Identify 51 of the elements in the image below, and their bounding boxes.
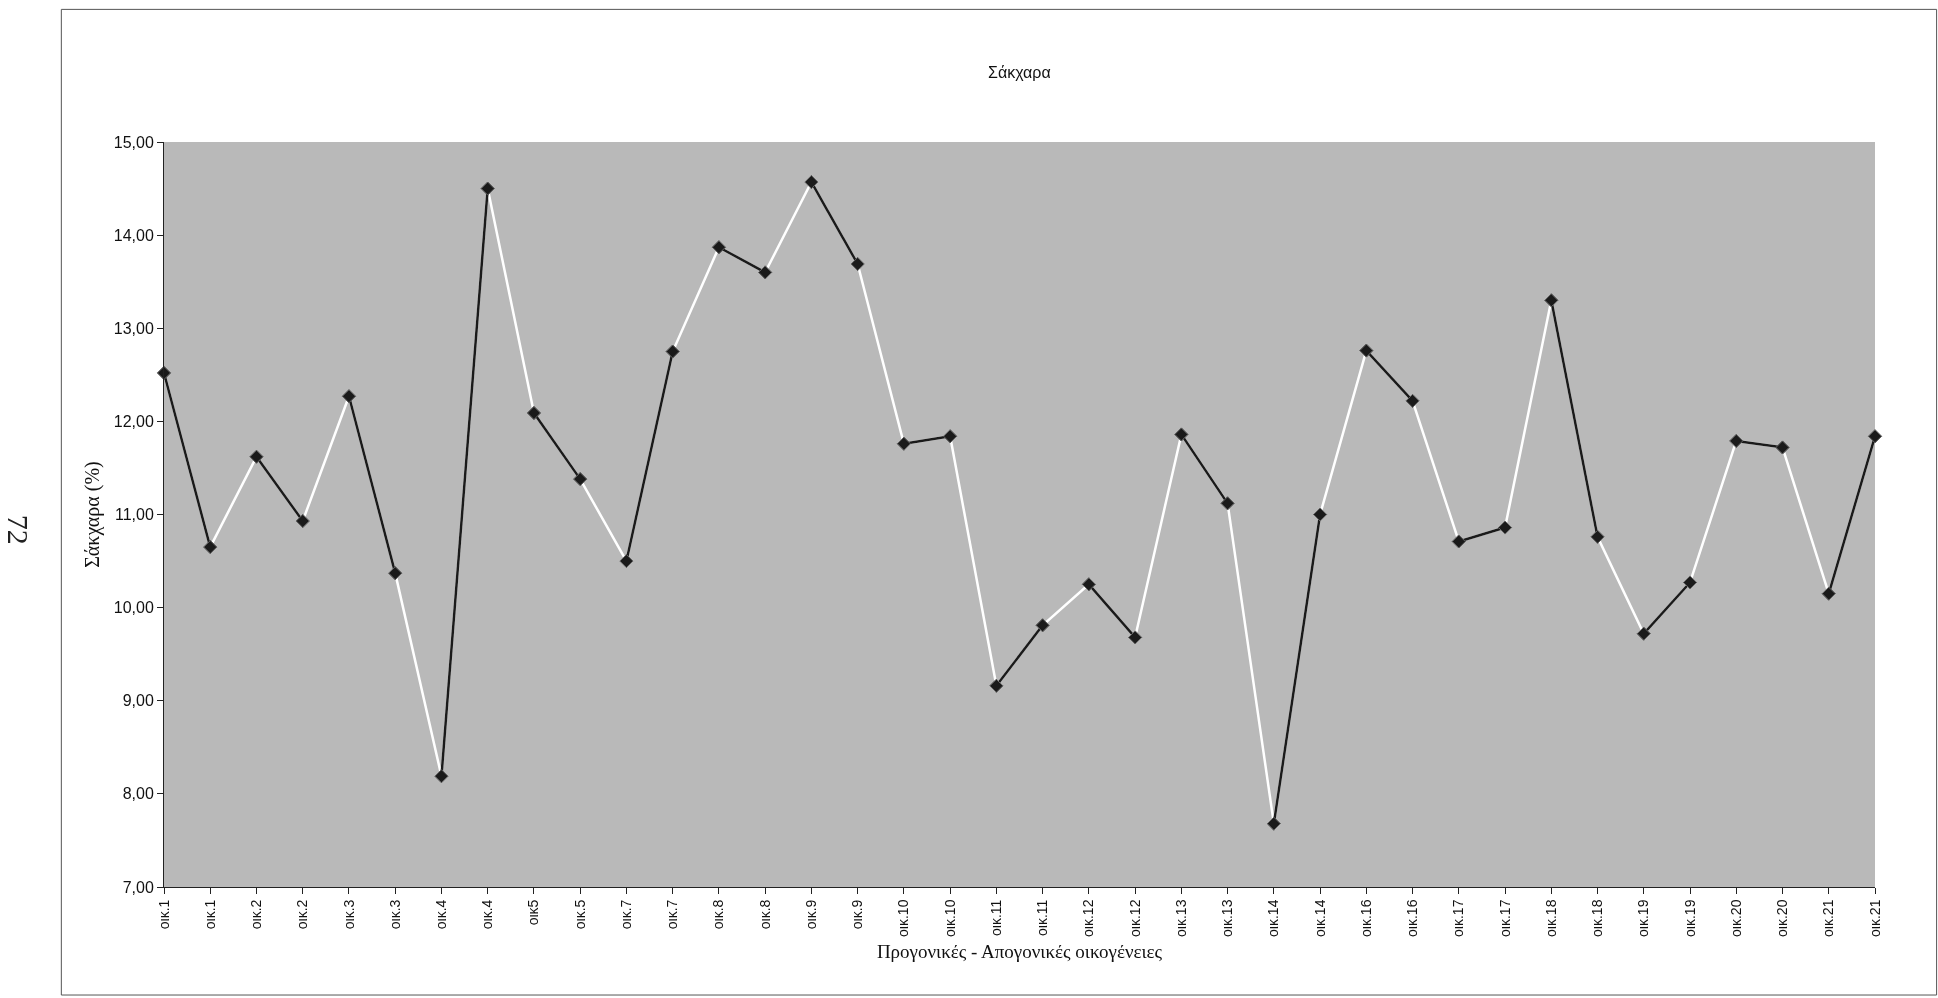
x-axis-title: Προγονικές - Απογονικές οικογένειες — [876, 940, 1163, 962]
x-tick-label: οικ.16 — [1357, 899, 1374, 937]
y-tick-label: 13,00 — [113, 319, 154, 337]
x-tick-label: οικ.12 — [1080, 899, 1097, 937]
y-tick-label: 7,00 — [122, 878, 154, 896]
x-tick-label: οικ.20 — [1727, 899, 1744, 937]
x-tick-label: οικ.11 — [1034, 899, 1051, 936]
x-tick-label: οικ.4 — [433, 899, 450, 930]
x-tick-label: οικ.11 — [987, 899, 1004, 936]
x-tick-label: οικ.12 — [1126, 899, 1143, 937]
x-tick-label: οικ.19 — [1681, 899, 1698, 937]
y-tick-label: 12,00 — [113, 412, 154, 430]
y-tick-label: 9,00 — [122, 692, 154, 710]
chart-title: Σάκχαρα — [988, 64, 1051, 81]
x-tick-label: οικ.14 — [1311, 899, 1328, 937]
x-tick-label: οικ.10 — [895, 899, 912, 937]
y-axis-title: Σάκχαρα (%) — [81, 461, 105, 568]
x-tick-label: οικ.2 — [294, 899, 311, 930]
x-tick-label: οικ.4 — [479, 899, 496, 930]
x-tick-label: οικ.20 — [1774, 899, 1791, 937]
y-tick-label: 14,00 — [113, 226, 154, 244]
y-tick-label: 8,00 — [122, 785, 154, 803]
y-tick-label: 10,00 — [113, 599, 154, 617]
x-tick-label: οικ.17 — [1450, 899, 1467, 937]
x-tick-label: οικ.21 — [1820, 899, 1837, 937]
x-tick-label: οικ.1 — [201, 899, 218, 930]
x-tick-label: οικ.17 — [1496, 899, 1513, 937]
x-tick-label: οικ.3 — [340, 899, 357, 930]
y-tick-label: 11,00 — [114, 506, 154, 524]
x-tick-label: οικ.13 — [1219, 899, 1236, 937]
x-tick-label: οικ.7 — [617, 899, 634, 930]
x-tick-label: οικ.10 — [941, 899, 958, 937]
x-tick-label: οικ.5 — [571, 899, 588, 930]
x-tick-label: οικ.9 — [802, 899, 819, 930]
x-tick-label: οικ.8 — [756, 899, 773, 930]
x-tick-label: οικ.18 — [1589, 899, 1606, 937]
x-tick-label: οικ.8 — [710, 899, 727, 930]
x-tick-label: οικ.14 — [1265, 899, 1282, 937]
x-tick-label: οικ.3 — [386, 899, 403, 930]
x-tick-label: οικ.16 — [1404, 899, 1421, 937]
x-tick-label: οικ.13 — [1172, 899, 1189, 937]
x-tick-label: οικ.19 — [1635, 899, 1652, 937]
x-tick-label: οικ.7 — [664, 899, 681, 930]
x-tick-label: οικ5 — [525, 899, 542, 926]
y-tick-label: 15,00 — [113, 133, 154, 151]
x-tick-label: οικ.18 — [1542, 899, 1559, 937]
x-tick-label: οικ.1 — [155, 899, 172, 930]
x-tick-label: οικ.21 — [1866, 899, 1883, 937]
x-tick-label: οικ.2 — [248, 899, 265, 930]
text: 72 — [1, 514, 35, 545]
x-tick-label: οικ.9 — [849, 899, 866, 930]
